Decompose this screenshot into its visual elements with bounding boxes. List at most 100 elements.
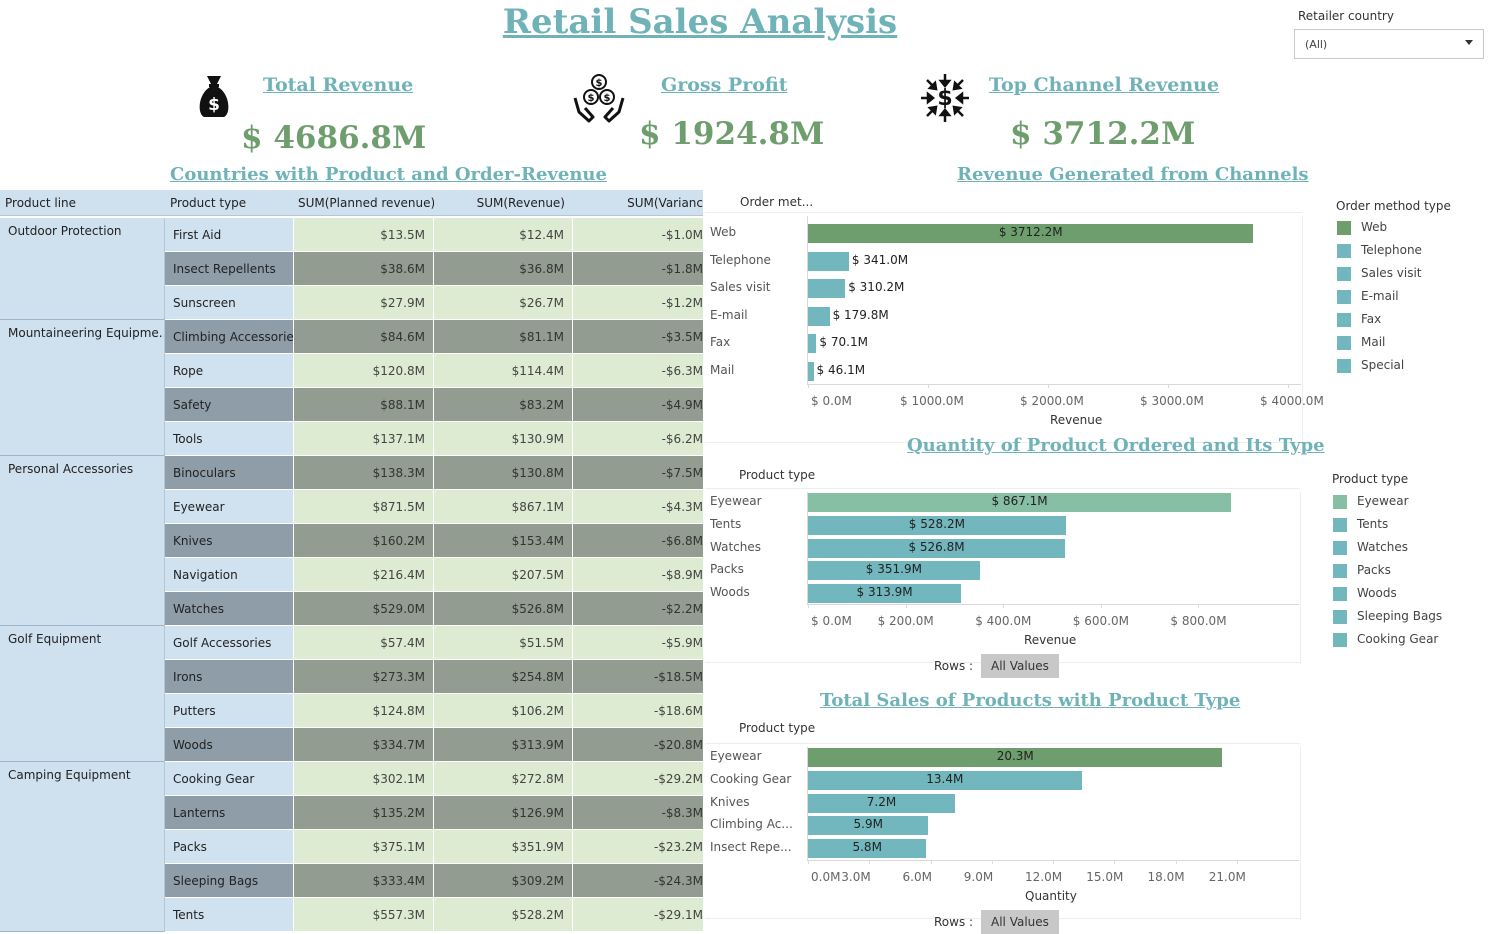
bar[interactable] <box>808 538 1066 558</box>
revenue-cell: $81.1M <box>434 320 573 353</box>
top-channel-revenue-value: $ 3712.2M <box>1010 116 1196 152</box>
bar[interactable] <box>808 793 955 813</box>
legend-item-label[interactable]: Fax <box>1361 312 1382 326</box>
legend-item-label[interactable]: Tents <box>1357 517 1389 531</box>
bar[interactable] <box>808 515 1066 535</box>
table-row[interactable]: Irons $273.3M $254.8M -$18.5M <box>165 660 703 694</box>
product-line-cell[interactable]: Camping Equipment <box>0 762 165 932</box>
legend-swatch[interactable] <box>1333 564 1347 578</box>
legend-swatch[interactable] <box>1337 359 1351 373</box>
bar[interactable] <box>808 251 849 271</box>
variance-cell: -$6.3M <box>573 354 703 387</box>
table-row[interactable]: Climbing Accessories $84.6M $81.1M -$3.5M <box>165 320 703 354</box>
legend-swatch[interactable] <box>1337 244 1351 258</box>
legend-swatch[interactable] <box>1337 290 1351 304</box>
category-label: Mail <box>710 363 735 377</box>
svg-text:$: $ <box>208 95 220 115</box>
legend-swatch[interactable] <box>1337 267 1351 281</box>
revenue-cell: $254.8M <box>434 660 573 693</box>
rows-all-values-button-2[interactable]: All Values <box>981 910 1059 934</box>
x-axis-title: Revenue <box>1050 413 1103 427</box>
legend-item-label[interactable]: Cooking Gear <box>1357 632 1439 646</box>
legend-item-label[interactable]: Telephone <box>1361 243 1422 257</box>
bar[interactable] <box>808 224 1254 243</box>
revenue-cell: $12.4M <box>434 218 573 251</box>
product-line-cell[interactable]: Golf Equipment <box>0 626 165 762</box>
bar[interactable] <box>808 493 1232 512</box>
table-row[interactable]: Rope $120.8M $114.4M -$6.3M <box>165 354 703 388</box>
legend-item-label[interactable]: Eyewear <box>1357 494 1409 508</box>
table-row[interactable]: Cooking Gear $302.1M $272.8M -$29.2M <box>165 762 703 796</box>
legend-item-label[interactable]: Watches <box>1357 540 1408 554</box>
bar[interactable] <box>808 362 814 381</box>
table-row[interactable]: Insect Repellents $38.6M $36.8M -$1.8M <box>165 252 703 286</box>
legend-item-label[interactable]: Sleeping Bags <box>1357 609 1443 623</box>
table-row[interactable]: Knives $160.2M $153.4M -$6.8M <box>165 524 703 558</box>
table-row[interactable]: Binoculars $138.3M $130.8M -$7.5M <box>165 456 703 490</box>
x-tick-mark <box>1175 860 1177 864</box>
legend-item-label[interactable]: Mail <box>1361 335 1386 349</box>
retailer-country-dropdown[interactable]: (All) <box>1294 29 1484 59</box>
table-row[interactable]: Eyewear $871.5M $867.1M -$4.3M <box>165 490 703 524</box>
bar[interactable] <box>808 770 1082 790</box>
product-line-cell[interactable]: Mountaineering Equipme... <box>0 320 165 456</box>
x-tick-mark <box>1048 384 1049 388</box>
rows-all-values-button[interactable]: All Values <box>981 654 1059 678</box>
legend-swatch[interactable] <box>1333 633 1347 647</box>
col-header-revenue[interactable]: SUM(Revenue) <box>434 190 573 216</box>
legend-item-label[interactable]: E-mail <box>1361 289 1399 303</box>
legend-item-label[interactable]: Packs <box>1357 563 1391 577</box>
revenue-table[interactable]: Product line Product type SUM(Planned re… <box>0 190 703 932</box>
legend-swatch[interactable] <box>1333 495 1347 509</box>
bar[interactable] <box>808 334 817 354</box>
table-row[interactable]: First Aid $13.5M $12.4M -$1.0M <box>165 218 703 252</box>
table-row[interactable]: Safety $88.1M $83.2M -$4.9M <box>165 388 703 422</box>
legend-swatch[interactable] <box>1337 221 1351 235</box>
legend-swatch[interactable] <box>1333 541 1347 555</box>
table-row[interactable]: Putters $124.8M $106.2M -$18.6M <box>165 694 703 728</box>
variance-cell: -$23.2M <box>573 830 703 863</box>
table-row[interactable]: Woods $334.7M $313.9M -$20.8M <box>165 728 703 762</box>
table-row[interactable]: Sunscreen $27.9M $26.7M -$1.2M <box>165 286 703 320</box>
table-row[interactable]: Tools $137.1M $130.9M -$6.2M <box>165 422 703 456</box>
table-row[interactable]: Watches $529.0M $526.8M -$2.2M <box>165 592 703 626</box>
bar[interactable] <box>808 306 830 326</box>
table-row[interactable]: Golf Accessories $57.4M $51.5M -$5.9M <box>165 626 703 660</box>
product-line-cell[interactable]: Outdoor Protection <box>0 218 165 320</box>
legend-item-label[interactable]: Web <box>1361 220 1388 234</box>
legend-swatch[interactable] <box>1337 313 1351 327</box>
legend-item-label[interactable]: Sales visit <box>1361 266 1422 280</box>
table-row[interactable]: Lanterns $135.2M $126.9M -$8.3M <box>165 796 703 830</box>
col-header-product-line[interactable]: Product line <box>0 190 165 216</box>
bar[interactable] <box>808 279 846 299</box>
legend-swatch[interactable] <box>1337 336 1351 350</box>
product-line-cell[interactable]: Personal Accessories <box>0 456 165 626</box>
product-type-cell: Knives <box>165 524 294 557</box>
channels-chart-title: Revenue Generated from Channels <box>957 164 1309 185</box>
bar[interactable] <box>808 584 962 604</box>
total-revenue-title: Total Revenue <box>263 74 414 96</box>
legend-item-label[interactable]: Woods <box>1357 586 1397 600</box>
col-header-product-type[interactable]: Product type <box>165 190 294 216</box>
legend-swatch[interactable] <box>1333 518 1347 532</box>
table-row[interactable]: Tents $557.3M $528.2M -$29.1M <box>165 898 703 932</box>
legend-item-label[interactable]: Special <box>1361 358 1405 372</box>
header-line <box>705 488 1300 489</box>
table-row[interactable]: Packs $375.1M $351.9M -$23.2M <box>165 830 703 864</box>
legend-swatch[interactable] <box>1333 610 1347 624</box>
bar[interactable] <box>808 561 980 581</box>
dollar-arrows-icon: $ <box>921 74 969 122</box>
table-row[interactable]: Navigation $216.4M $207.5M -$8.9M <box>165 558 703 592</box>
bar[interactable] <box>808 839 927 859</box>
col-header-variance[interactable]: SUM(Varianc <box>573 190 703 216</box>
planned-revenue-cell: $273.3M <box>294 660 434 693</box>
col-header-planned-revenue[interactable]: SUM(Planned revenue) <box>294 190 434 216</box>
bar[interactable] <box>808 816 929 836</box>
chevron-down-icon[interactable] <box>1465 40 1473 45</box>
bar-value-label: $ 179.8M <box>832 307 889 322</box>
bar[interactable] <box>808 748 1223 767</box>
table-row[interactable]: Sleeping Bags $333.4M $309.2M -$24.3M <box>165 864 703 898</box>
variance-cell: -$29.2M <box>573 762 703 795</box>
legend-swatch[interactable] <box>1333 587 1347 601</box>
category-label: E-mail <box>710 307 748 322</box>
